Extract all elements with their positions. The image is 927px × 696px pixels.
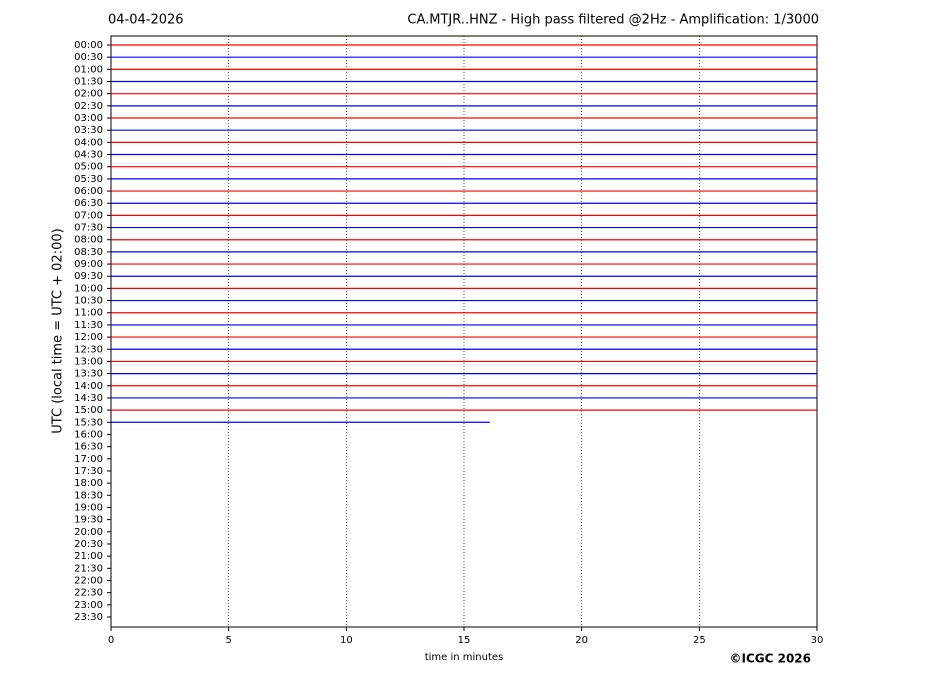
y-axis-label: UTC (local time = UTC + 02:00) (51, 228, 66, 433)
y-tick-label: 05:30 (74, 174, 103, 185)
y-tick-label: 20:30 (74, 539, 103, 550)
y-tick-label: 02:00 (74, 89, 103, 100)
y-tick-label: 15:00 (74, 405, 103, 416)
y-tick-label: 08:30 (74, 247, 103, 258)
y-tick-label: 13:30 (74, 369, 103, 380)
y-tick-label: 19:30 (74, 515, 103, 526)
y-tick-label: 07:00 (74, 210, 103, 221)
y-tick-label: 17:00 (74, 454, 103, 465)
y-tick-label: 01:00 (74, 64, 103, 75)
y-tick-label: 06:30 (74, 198, 103, 209)
y-tick-label: 01:30 (74, 77, 103, 88)
y-tick-label: 10:30 (74, 296, 103, 307)
y-tick-label: 00:00 (74, 40, 103, 51)
y-tick-label: 17:30 (74, 466, 103, 477)
y-tick-label: 09:30 (74, 271, 103, 282)
chart-date: 04-04-2026 (108, 13, 184, 28)
x-axis-label: time in minutes (425, 652, 504, 663)
chart-title: CA.MTJR..HNZ - High pass filtered @2Hz -… (407, 13, 819, 28)
y-tick-label: 20:00 (74, 527, 103, 538)
copyright: ©ICGC 2026 (729, 652, 811, 666)
y-tick-label: 14:30 (74, 393, 103, 404)
y-tick-label: 16:00 (74, 429, 103, 440)
x-tick-label: 5 (225, 635, 231, 646)
y-tick-label: 23:30 (74, 612, 103, 623)
y-tick-label: 04:00 (74, 137, 103, 148)
x-tick-label: 25 (693, 635, 706, 646)
y-tick-label: 13:00 (74, 356, 103, 367)
y-tick-label: 14:00 (74, 381, 103, 392)
y-tick-label: 15:30 (74, 417, 103, 428)
y-tick-label: 09:00 (74, 259, 103, 270)
y-tick-label: 04:30 (74, 150, 103, 161)
y-tick-label: 10:00 (74, 283, 103, 294)
y-tick-label: 19:00 (74, 502, 103, 513)
y-tick-label: 18:00 (74, 478, 103, 489)
y-tick-label: 05:00 (74, 162, 103, 173)
y-tick-label: 00:30 (74, 52, 103, 63)
y-tick-label: 16:30 (74, 442, 103, 453)
y-tick-label: 23:00 (74, 600, 103, 611)
x-tick-label: 15 (458, 635, 471, 646)
x-tick-label: 10 (340, 635, 353, 646)
y-tick-label: 12:30 (74, 344, 103, 355)
y-tick-label: 08:00 (74, 235, 103, 246)
y-tick-label: 03:30 (74, 125, 103, 136)
y-tick-label: 11:30 (74, 320, 103, 331)
y-tick-label: 22:00 (74, 575, 103, 586)
y-tick-label: 21:30 (74, 563, 103, 574)
x-tick-label: 20 (575, 635, 588, 646)
x-tick-label: 30 (811, 635, 824, 646)
plot-frame (110, 35, 818, 628)
y-tick-label: 12:00 (74, 332, 103, 343)
y-tick-label: 02:30 (74, 101, 103, 112)
y-tick-label: 03:00 (74, 113, 103, 124)
y-tick-label: 22:30 (74, 588, 103, 599)
y-tick-label: 06:00 (74, 186, 103, 197)
y-tick-label: 21:00 (74, 551, 103, 562)
y-tick-label: 18:30 (74, 490, 103, 501)
y-tick-label: 07:30 (74, 223, 103, 234)
x-tick-label: 0 (108, 635, 114, 646)
y-tick-label: 11:00 (74, 308, 103, 319)
